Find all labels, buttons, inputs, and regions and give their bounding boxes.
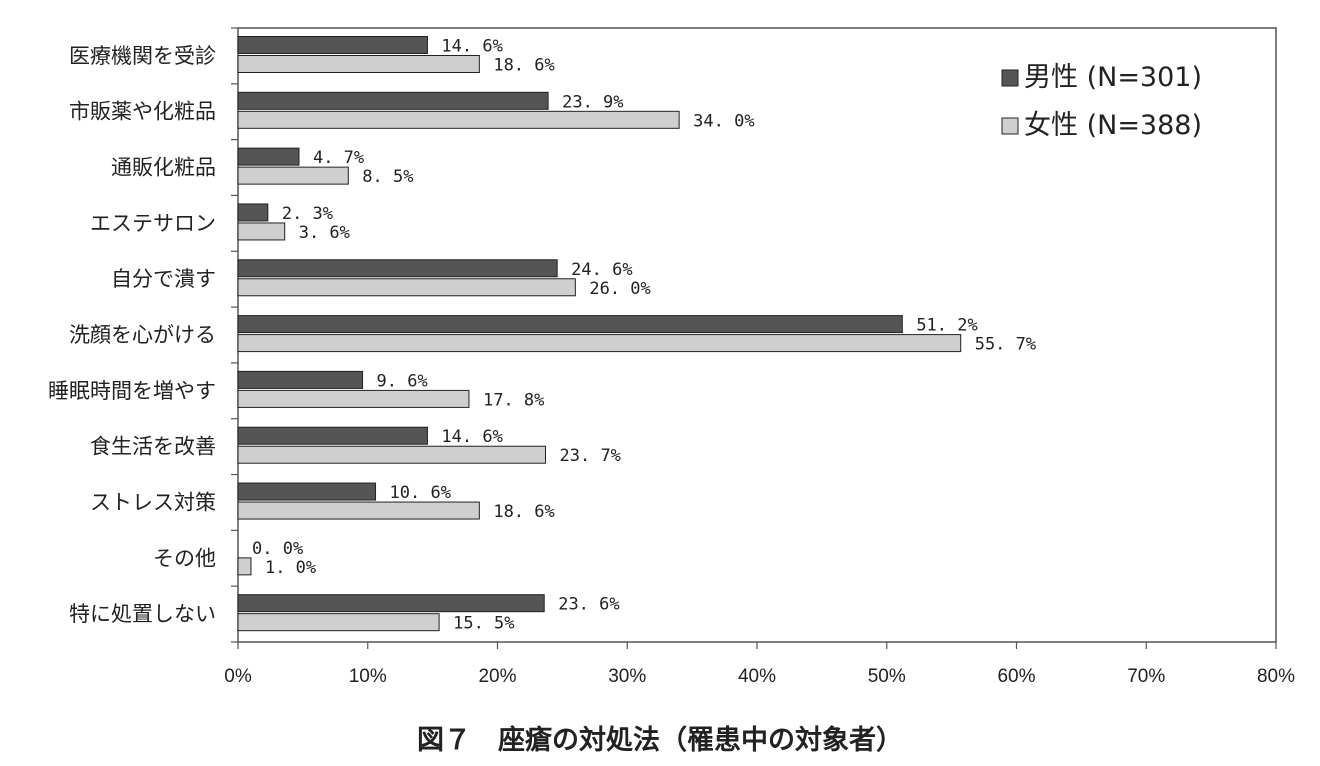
category-label: 洗顔を心がける xyxy=(69,323,216,347)
legend: 男性 (N=301) 女性 (N=388) xyxy=(1001,62,1202,141)
data-label: 23. 6% xyxy=(558,595,619,615)
data-label: 17. 8% xyxy=(483,390,544,410)
bar-female xyxy=(237,222,286,241)
x-tick-label: 30% xyxy=(608,666,646,687)
data-label: 23. 7% xyxy=(560,446,621,466)
data-label: 15. 5% xyxy=(453,614,514,634)
bar-female xyxy=(237,110,680,129)
x-tick-label: 10% xyxy=(349,666,387,687)
data-label: 14. 6% xyxy=(441,37,502,57)
bar-male xyxy=(237,370,364,389)
data-label: 8. 5% xyxy=(362,167,413,187)
x-tick-label: 80% xyxy=(1257,666,1295,687)
data-label: 18. 6% xyxy=(493,502,554,522)
bar-male xyxy=(237,426,428,445)
data-label: 34. 0% xyxy=(693,111,754,131)
legend-label: 男性 (N=301) xyxy=(1024,62,1202,93)
bar-female xyxy=(237,278,576,297)
data-label: 23. 9% xyxy=(562,92,623,112)
bar-female xyxy=(237,501,480,520)
data-label: 4. 7% xyxy=(313,148,364,168)
legend-swatch-male xyxy=(1001,69,1019,87)
bar-male xyxy=(237,147,300,166)
category-label: その他 xyxy=(153,546,216,570)
legend-label: 女性 (N=388) xyxy=(1024,110,1202,141)
x-tick-label: 50% xyxy=(868,666,906,687)
bar-female xyxy=(237,613,440,632)
data-label: 18. 6% xyxy=(493,56,554,76)
category-label: 睡眠時間を増やす xyxy=(48,379,216,403)
chart-caption: 図７ 座瘡の対処法（罹患中の対象者） xyxy=(417,724,903,756)
x-tick-label: 70% xyxy=(1127,666,1165,687)
category-label: エステサロン xyxy=(90,211,216,235)
bar-female xyxy=(237,445,547,464)
x-tick-label: 0% xyxy=(224,666,252,687)
bar-male xyxy=(237,315,903,334)
data-label: 1. 0% xyxy=(265,558,316,578)
bar-female xyxy=(237,389,470,408)
category-label: 食生活を改善 xyxy=(90,435,216,459)
bar-male xyxy=(237,91,549,110)
bar-female xyxy=(237,166,349,185)
x-tick-label: 60% xyxy=(997,666,1035,687)
data-label: 0. 0% xyxy=(252,539,303,559)
data-label: 14. 6% xyxy=(441,427,502,447)
data-label: 9. 6% xyxy=(377,371,428,391)
data-label: 3. 6% xyxy=(299,223,350,243)
category-label: 通販化粧品 xyxy=(111,156,216,180)
bar-female xyxy=(237,334,962,353)
category-label: 市販薬や化粧品 xyxy=(69,100,216,124)
data-label: 26. 0% xyxy=(589,279,650,299)
data-label: 2. 3% xyxy=(282,204,333,224)
x-tick-label: 40% xyxy=(738,666,776,687)
bar-male xyxy=(237,482,377,501)
legend-swatch-female xyxy=(1001,117,1019,135)
x-tick-label: 20% xyxy=(478,666,516,687)
data-label: 24. 6% xyxy=(571,260,632,280)
data-label: 10. 6% xyxy=(390,483,451,503)
bar-male xyxy=(237,203,269,222)
category-label: 医療機関を受診 xyxy=(69,44,216,68)
bar-female xyxy=(237,557,252,576)
bar-male xyxy=(237,594,545,613)
bar-female xyxy=(237,55,480,73)
bar-male xyxy=(237,36,428,54)
bar-male xyxy=(237,259,558,278)
category-label: 自分で潰す xyxy=(111,267,216,291)
data-label: 51. 2% xyxy=(916,316,977,336)
data-label: 55. 7% xyxy=(975,335,1036,355)
category-label: ストレス対策 xyxy=(90,490,216,514)
category-label: 特に処置しない xyxy=(69,602,216,626)
